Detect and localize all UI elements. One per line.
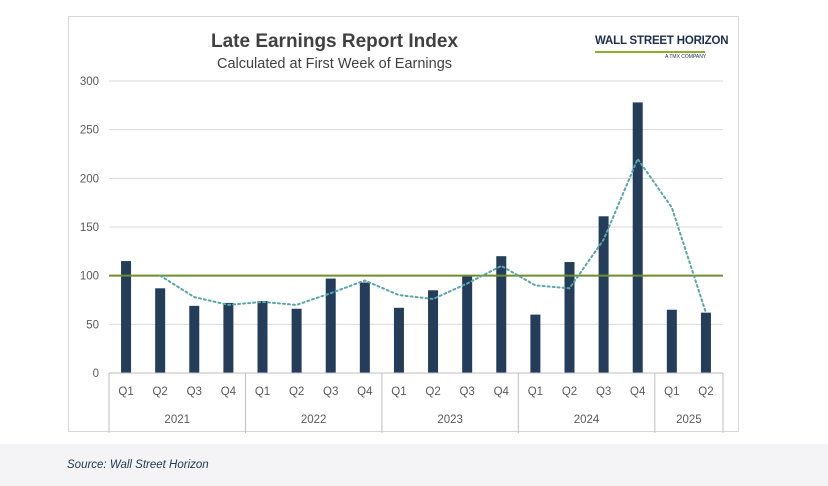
y-tick-label: 250 xyxy=(80,125,99,137)
bar xyxy=(257,300,268,373)
bar xyxy=(564,262,575,373)
logo-sub-text: A TMX COMPANY xyxy=(665,54,707,60)
year-group-label: 2022 xyxy=(301,414,327,426)
bar xyxy=(121,261,132,373)
footer-band xyxy=(0,444,828,486)
year-group-label: 2023 xyxy=(437,414,463,426)
x-tick-label: Q3 xyxy=(323,386,338,398)
x-tick-label: Q4 xyxy=(630,386,646,398)
y-tick-label: 200 xyxy=(80,173,99,185)
bar xyxy=(155,288,166,373)
bar xyxy=(462,275,473,373)
year-group-label: 2024 xyxy=(574,414,600,426)
x-tick-label: Q3 xyxy=(596,386,611,398)
chart-subtitle: Calculated at First Week of Earnings xyxy=(216,56,453,72)
bar xyxy=(666,309,677,373)
x-tick-label: Q2 xyxy=(425,386,440,398)
y-tick-label: 50 xyxy=(86,319,99,331)
bar xyxy=(530,314,541,373)
wall-street-horizon-logo: WALL STREET HORIZON A TMX COMPANY xyxy=(595,35,729,69)
x-tick-label: Q3 xyxy=(187,386,202,398)
bar xyxy=(189,305,200,373)
year-group-label: 2025 xyxy=(676,414,702,426)
x-tick-label: Q1 xyxy=(528,386,543,398)
trend-line xyxy=(159,156,707,314)
logo-underline xyxy=(595,51,705,53)
y-tick-label: 100 xyxy=(80,271,99,283)
x-tick-label: Q4 xyxy=(221,386,237,398)
bar xyxy=(325,278,336,373)
x-tick-label: Q2 xyxy=(698,386,713,398)
x-tick-label: Q1 xyxy=(118,386,133,398)
x-tick-label: Q1 xyxy=(391,386,406,398)
x-tick-label: Q2 xyxy=(289,386,304,398)
bar xyxy=(291,308,302,373)
x-tick-label: Q3 xyxy=(459,386,474,398)
bar xyxy=(598,216,609,373)
y-tick-label: 150 xyxy=(80,222,99,234)
bar xyxy=(632,102,643,373)
source-note: Source: Wall Street Horizon xyxy=(67,459,209,471)
bar xyxy=(359,282,370,373)
bar xyxy=(496,256,507,373)
bar xyxy=(428,290,439,373)
bar xyxy=(700,312,711,373)
bar xyxy=(223,302,234,373)
chart-plot: 0 50 100 150 200 250 300 Q1 Q2 Q3 Q4 Q1 Q2 Q3 Q4 Q1 Q2 Q3… xyxy=(80,76,724,433)
x-tick-label: Q4 xyxy=(494,386,510,398)
x-tick-label: Q1 xyxy=(664,386,679,398)
logo-main-text: WALL STREET HORIZON xyxy=(595,35,729,47)
chart-title: Late Earnings Report Index xyxy=(210,31,459,52)
bar xyxy=(393,307,404,373)
y-tick-label: 300 xyxy=(80,76,99,88)
x-tick-label: Q2 xyxy=(562,386,577,398)
chart-container: Late Earnings Report Index Calculated at… xyxy=(68,16,739,433)
x-tick-label: Q4 xyxy=(357,386,373,398)
year-group-label: 2021 xyxy=(164,414,190,426)
x-tick-label: Q1 xyxy=(255,386,270,398)
y-tick-label: 0 xyxy=(93,368,99,380)
x-tick-label: Q2 xyxy=(152,386,167,398)
